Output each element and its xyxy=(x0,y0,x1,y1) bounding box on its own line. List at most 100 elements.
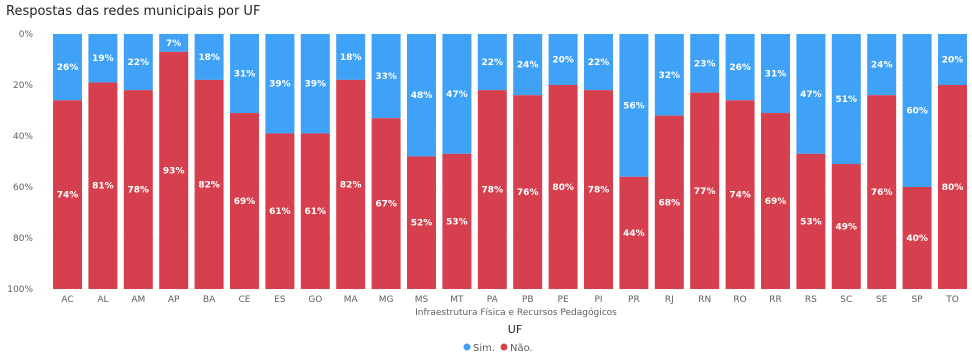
bar-sim-RS[interactable] xyxy=(796,34,826,154)
bar-sim-AP[interactable] xyxy=(159,34,189,52)
data-label-nao: 68% xyxy=(659,198,681,208)
grid xyxy=(47,33,972,290)
data-label-sim: 39% xyxy=(269,80,291,90)
data-label-sim: 51% xyxy=(836,95,858,105)
bar-sim-MS[interactable] xyxy=(407,34,436,157)
data-label-sim: 47% xyxy=(800,90,822,100)
bar-nao-RS[interactable] xyxy=(796,153,826,289)
bar-nao-SC[interactable] xyxy=(831,164,861,289)
data-label-nao: 69% xyxy=(234,197,256,207)
data-label-sim: 22% xyxy=(128,58,150,68)
bar-nao-PI[interactable] xyxy=(584,90,613,289)
bar-nao-PB[interactable] xyxy=(513,95,543,289)
data-label-sim: 31% xyxy=(765,70,787,80)
chart-title: Respostas das redes municipais por UF xyxy=(6,4,261,19)
bar-nao-MT[interactable] xyxy=(442,153,472,289)
bar-nao-MA[interactable] xyxy=(336,79,366,290)
bar-nao-ES[interactable] xyxy=(265,133,295,289)
x-axis-ticks: AC AL AM AP BA CE ES GO MA MG MS MT PA PB PE PI PR RJ RN RO… xyxy=(61,295,958,305)
data-label-nao: 80% xyxy=(942,183,964,193)
bar-sim-AL[interactable] xyxy=(88,34,118,83)
data-label-nao: 44% xyxy=(623,229,645,239)
data-label-nao: 82% xyxy=(198,180,220,190)
x-tick-label: CE xyxy=(239,295,251,305)
bar-sim-RJ[interactable] xyxy=(654,34,684,116)
bar-sim-RN[interactable] xyxy=(690,34,720,93)
bar-nao-RJ[interactable] xyxy=(654,115,684,289)
bar-nao-CE[interactable] xyxy=(230,113,259,289)
bar-sim-SC[interactable] xyxy=(831,34,861,165)
bar-nao-PE[interactable] xyxy=(548,85,578,289)
bar-nao-PA[interactable] xyxy=(477,90,507,289)
bar-sim-CE[interactable] xyxy=(230,34,259,114)
data-label-nao: 69% xyxy=(765,197,787,207)
data-label-nao: 93% xyxy=(163,166,185,176)
bar-sim-PE[interactable] xyxy=(548,34,578,85)
bar-sim-PB[interactable] xyxy=(513,34,543,96)
bar-sim-GO[interactable] xyxy=(300,34,330,134)
y-tick-label: 40% xyxy=(13,132,33,142)
bar-nao-PR[interactable] xyxy=(619,176,649,289)
x-tick-label: MT xyxy=(450,295,464,305)
bar-nao-AM[interactable] xyxy=(123,90,153,289)
bar-nao-MG[interactable] xyxy=(371,118,401,290)
data-label-sim: 20% xyxy=(552,56,574,66)
x-tick-label: RN xyxy=(698,295,711,305)
x-tick-label: RJ xyxy=(665,295,674,305)
bar-nao-BA[interactable] xyxy=(194,79,224,290)
data-label-sim: 56% xyxy=(623,101,645,111)
legend: Sim. Não. xyxy=(463,343,533,354)
bar-sim-ES[interactable] xyxy=(265,34,295,134)
bar-nao-RO[interactable] xyxy=(725,100,755,289)
bar-sim-MA[interactable] xyxy=(336,34,366,80)
bar-sim-PR[interactable] xyxy=(619,34,649,177)
data-label-nao: 81% xyxy=(92,182,114,192)
x-axis-title: Infraestrutura Física e Recursos Pedagóg… xyxy=(415,307,617,318)
x-tick-label: SP xyxy=(912,295,924,305)
x-tick-label: AP xyxy=(168,295,180,305)
bar-sim-AM[interactable] xyxy=(123,34,153,91)
bar-sim-SP[interactable] xyxy=(902,34,932,187)
data-label-sim: 60% xyxy=(906,107,928,117)
bar-sim-PI[interactable] xyxy=(584,34,613,91)
bar-nao-MS[interactable] xyxy=(407,156,436,289)
bar-sim-MT[interactable] xyxy=(442,34,472,154)
data-label-nao: 77% xyxy=(694,187,716,197)
bar-nao-AC[interactable] xyxy=(53,100,82,289)
bar-sim-MG[interactable] xyxy=(371,34,401,119)
bar-sim-AC[interactable] xyxy=(53,34,82,101)
bar-nao-TO[interactable] xyxy=(938,85,967,289)
y-tick-label: 100% xyxy=(7,285,33,295)
data-label-nao: 80% xyxy=(552,183,574,193)
legend-label[interactable]: Não. xyxy=(510,343,533,354)
legend-label[interactable]: Sim. xyxy=(473,343,495,354)
bar-nao-SE[interactable] xyxy=(867,95,897,289)
bar-sim-TO[interactable] xyxy=(938,34,967,85)
data-label-nao: 40% xyxy=(906,234,928,244)
bar-sim-BA[interactable] xyxy=(194,34,224,80)
bar-sim-PA[interactable] xyxy=(477,34,507,91)
legend-title: UF xyxy=(508,323,522,336)
bar-nao-AL[interactable] xyxy=(88,82,118,289)
bar-nao-AP[interactable] xyxy=(159,51,189,289)
bar-sim-RR[interactable] xyxy=(761,34,790,114)
y-tick-label: 60% xyxy=(13,183,33,193)
data-label-sim: 32% xyxy=(659,71,681,81)
x-tick-label: MS xyxy=(415,295,429,305)
bar-sim-RO[interactable] xyxy=(725,34,755,101)
bar-sim-SE[interactable] xyxy=(867,34,897,96)
data-label-nao: 67% xyxy=(375,200,397,210)
data-label-nao: 74% xyxy=(729,191,751,201)
x-tick-label: GO xyxy=(308,295,322,305)
bar-nao-SP[interactable] xyxy=(902,187,932,289)
x-tick-label: RS xyxy=(805,295,817,305)
bar-nao-RR[interactable] xyxy=(761,113,790,289)
data-label-sim: 33% xyxy=(375,72,397,82)
data-label-sim: 39% xyxy=(305,80,327,90)
y-tick-label: 80% xyxy=(13,234,33,244)
data-label-sim: 24% xyxy=(517,61,539,71)
bar-nao-GO[interactable] xyxy=(300,133,330,289)
data-label-sim: 26% xyxy=(729,63,751,73)
bar-nao-RN[interactable] xyxy=(690,92,720,290)
